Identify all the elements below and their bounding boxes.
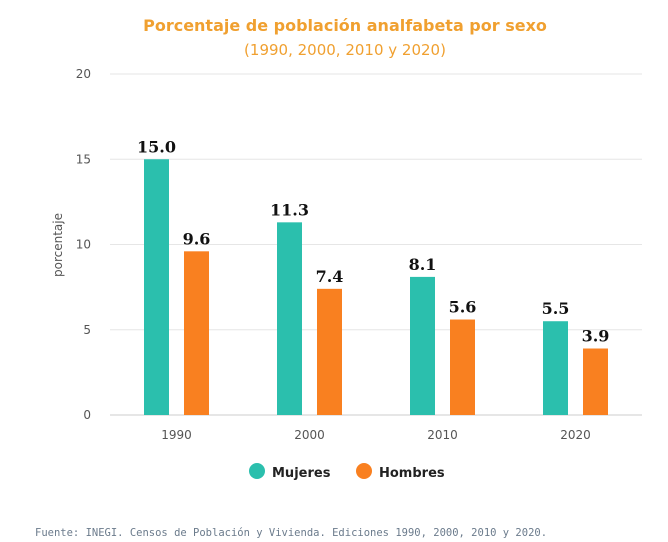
chart-title: Porcentaje de población analfabeta por s…: [143, 16, 547, 35]
x-tick-label: 1990: [161, 428, 192, 442]
y-tick-label: 10: [76, 238, 91, 252]
data-labels: 15.0 9.6 11.3 7.4 8.1 5.6 5.5 3.9: [137, 137, 609, 345]
data-label: 15.0: [137, 137, 176, 156]
x-tick-label: 2010: [427, 428, 458, 442]
bar-hombres-2000[interactable]: [317, 288, 342, 415]
y-axis-ticks: 0 5 10 15 20: [76, 67, 91, 422]
legend-marker-hombres: [356, 463, 372, 479]
x-tick-label: 2000: [294, 428, 325, 442]
y-tick-label: 15: [76, 152, 91, 166]
source-note: Fuente: INEGI. Censos de Población y Viv…: [35, 527, 547, 539]
y-tick-label: 0: [83, 408, 91, 422]
data-label: 9.6: [183, 229, 211, 248]
data-label: 8.1: [409, 255, 437, 274]
bar-mujeres-2000[interactable]: [277, 222, 302, 415]
bar-mujeres-2020[interactable]: [543, 321, 568, 415]
bar-mujeres-1990[interactable]: [144, 159, 169, 415]
y-axis-label: porcentaje: [51, 213, 65, 277]
chart-subtitle: (1990, 2000, 2010 y 2020): [244, 41, 446, 59]
bars: [144, 159, 608, 415]
bar-hombres-2010[interactable]: [450, 319, 475, 415]
legend-marker-mujeres: [249, 463, 265, 479]
bar-hombres-2020[interactable]: [583, 348, 608, 415]
data-label: 5.5: [542, 299, 570, 318]
legend-label-hombres[interactable]: Hombres: [379, 466, 445, 481]
data-label: 7.4: [316, 267, 344, 286]
y-tick-label: 5: [83, 323, 91, 337]
bar-mujeres-2010[interactable]: [410, 276, 435, 415]
data-label: 5.6: [449, 298, 477, 317]
x-tick-label: 2020: [560, 428, 591, 442]
legend: Mujeres Hombres: [249, 463, 445, 481]
y-tick-label: 20: [76, 67, 91, 81]
data-label: 3.9: [582, 327, 610, 346]
bar-hombres-1990[interactable]: [184, 251, 209, 415]
legend-label-mujeres[interactable]: Mujeres: [272, 466, 331, 481]
data-label: 11.3: [270, 200, 309, 219]
x-axis-ticks: 1990 2000 2010 2020: [161, 428, 591, 442]
